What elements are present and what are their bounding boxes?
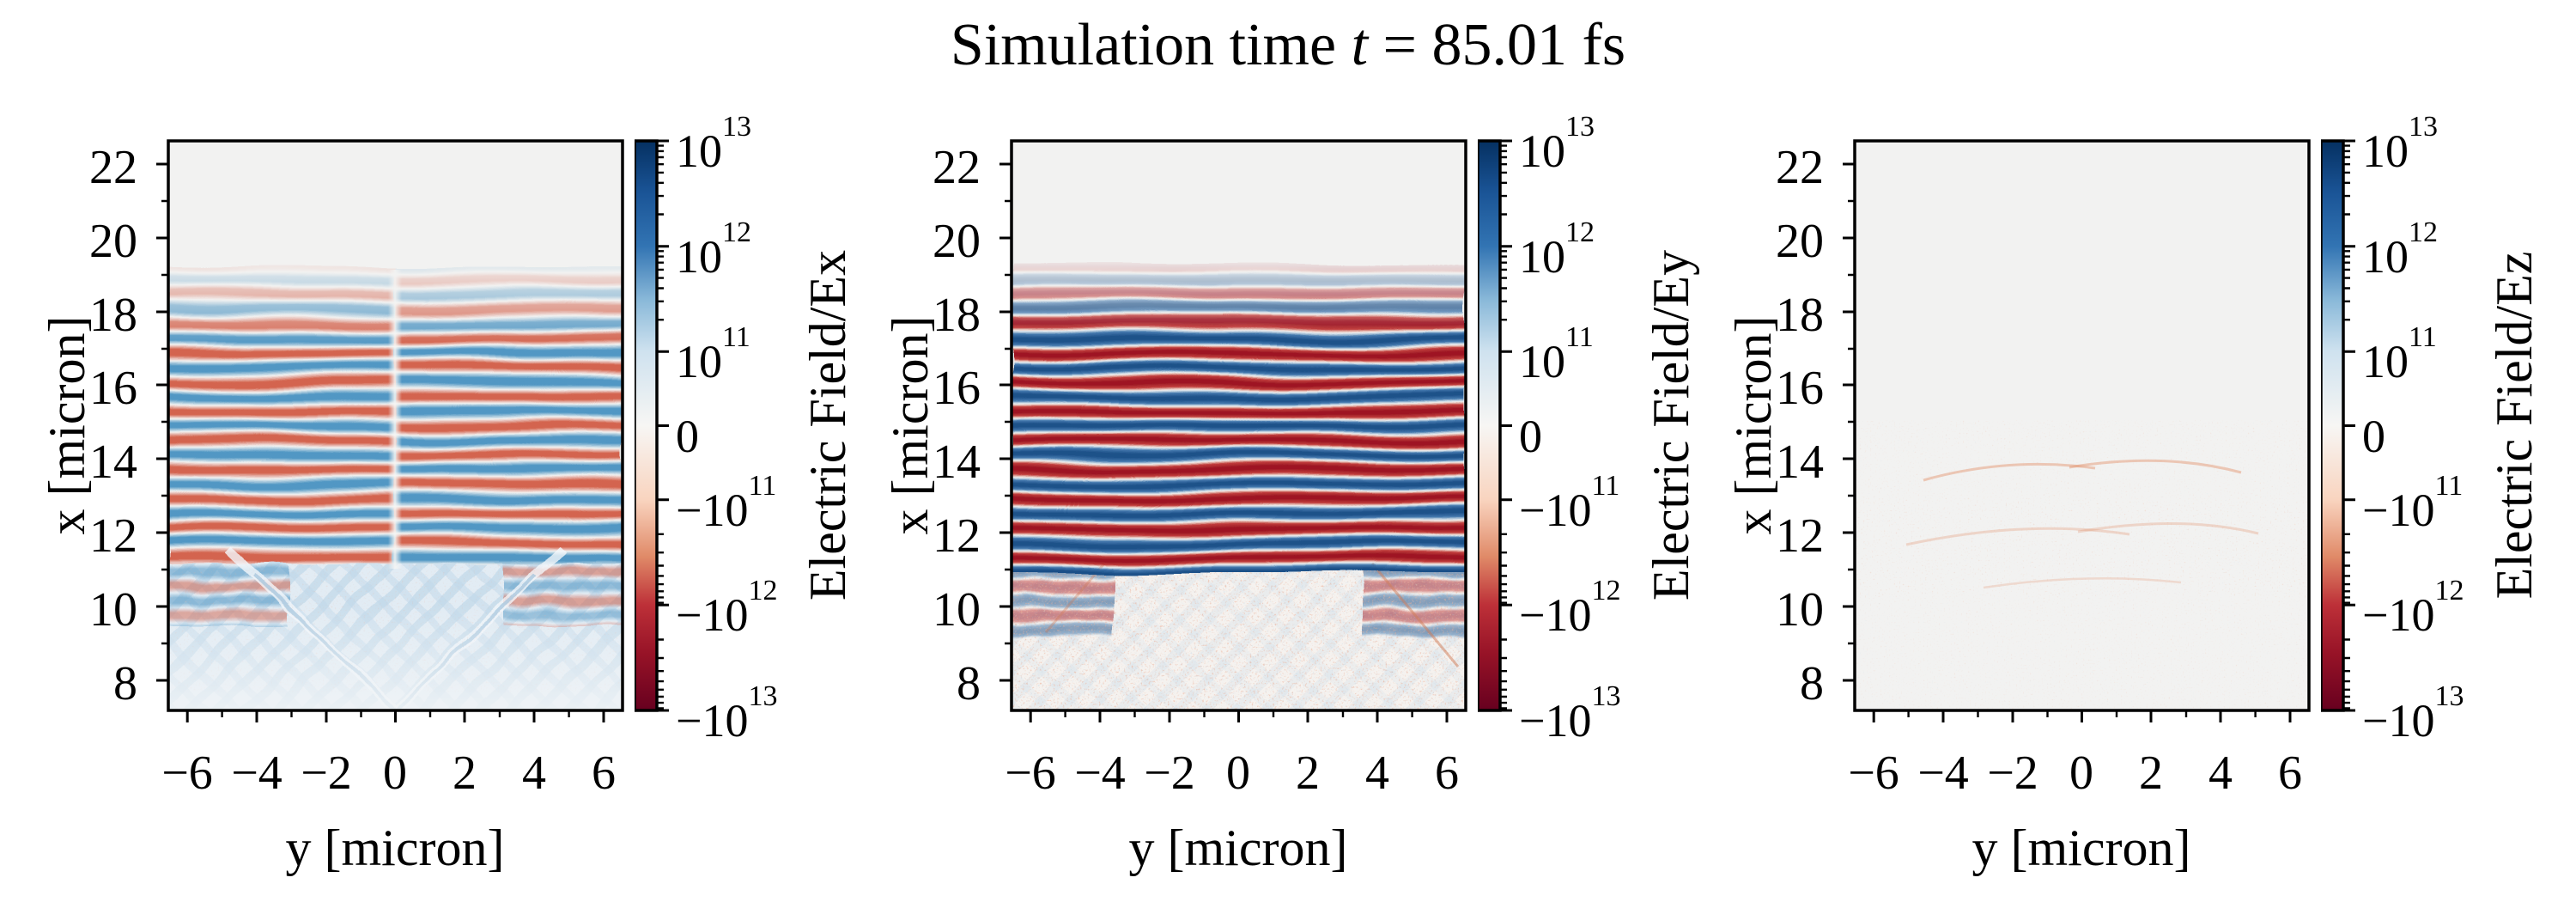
x-axis-tick-label: 2 bbox=[453, 747, 477, 800]
x-axis-tick-label: −4 bbox=[1074, 747, 1126, 800]
colorbar-tick-label: 0 bbox=[676, 411, 699, 462]
colorbar-label-ez: Electric Field/Ez bbox=[2486, 251, 2543, 600]
y-axis-tick-label: 8 bbox=[113, 657, 137, 710]
colorbar-tick-label: 1011 bbox=[2362, 321, 2437, 387]
y-axis-tick-label: 16 bbox=[89, 362, 137, 415]
y-axis-tick-label: 8 bbox=[1800, 657, 1824, 710]
y-axis-tick-label: 16 bbox=[1776, 362, 1824, 415]
y-axis-tick-label: 8 bbox=[957, 657, 981, 710]
y-axis-tick-label: 22 bbox=[933, 141, 981, 194]
x-axis-tick-label: 0 bbox=[1226, 747, 1250, 800]
y-axis-tick-label: 10 bbox=[1776, 583, 1824, 637]
x-axis-tick-label: 4 bbox=[522, 747, 546, 800]
y-axis-tick-label: 14 bbox=[1776, 436, 1824, 489]
x-axis-tick-label: −6 bbox=[1005, 747, 1056, 800]
title-time-variable: t bbox=[1351, 12, 1369, 78]
y-axis-tick-label: 12 bbox=[1776, 509, 1824, 563]
colorbar-tick-label: 1013 bbox=[2362, 111, 2439, 177]
colorbar-tick-label: −1013 bbox=[676, 680, 778, 747]
x-axis-tick-label: 2 bbox=[1296, 747, 1320, 800]
colorbar-tick-label: 1012 bbox=[1519, 216, 1595, 283]
title-suffix: = 85.01 fs bbox=[1368, 12, 1626, 78]
colorbar-tick-label: −1011 bbox=[676, 470, 777, 536]
x-axis-tick-label: 0 bbox=[383, 747, 407, 800]
colorbar-tick-label: −1013 bbox=[1519, 680, 1621, 747]
heatmap-ez bbox=[1843, 139, 2311, 722]
y-axis-tick-label: 10 bbox=[89, 583, 137, 637]
y-axis-tick-label: 16 bbox=[933, 362, 981, 415]
colorbar-tick-label: −1012 bbox=[676, 575, 778, 641]
colorbar-label-ex: Electric Field/Ex bbox=[799, 249, 856, 601]
x-axis-tick-label: 6 bbox=[2278, 747, 2302, 800]
y-axis-label: x [micron] bbox=[39, 315, 95, 535]
colorbar-tick-label: 1011 bbox=[676, 321, 750, 387]
colorbar-ex bbox=[635, 139, 669, 712]
colorbar-tick-label: 1012 bbox=[676, 216, 752, 283]
colorbar-tick-label: 1011 bbox=[1519, 321, 1594, 387]
y-axis-tick-label: 14 bbox=[89, 436, 137, 489]
x-axis-tick-label: −2 bbox=[301, 747, 352, 800]
colorbar-tick-label: −1013 bbox=[2362, 680, 2464, 747]
y-axis-label: x [micron] bbox=[1725, 315, 1782, 535]
colorbar-tick-label: −1011 bbox=[1519, 470, 1620, 536]
heatmap-ex bbox=[156, 139, 624, 722]
y-axis-tick-label: 12 bbox=[89, 509, 137, 563]
y-axis-tick-label: 20 bbox=[89, 215, 137, 268]
y-axis-tick-label: 22 bbox=[1776, 141, 1824, 194]
x-axis-tick-label: 0 bbox=[2069, 747, 2093, 800]
y-axis-label: x [micron] bbox=[882, 315, 939, 535]
x-axis-tick-label: −6 bbox=[161, 747, 213, 800]
x-axis-tick-label: −4 bbox=[231, 747, 283, 800]
y-axis-tick-label: 12 bbox=[933, 509, 981, 563]
colorbar-tick-label: 0 bbox=[2362, 411, 2385, 462]
figure-title: Simulation time t = 85.01 fs bbox=[0, 14, 2576, 77]
x-axis-label: y [micron] bbox=[1128, 820, 1348, 876]
x-axis-tick-label: −2 bbox=[1144, 747, 1195, 800]
x-axis-tick-label: 6 bbox=[592, 747, 616, 800]
colorbar-label-ey: Electric Field/Ey bbox=[1643, 249, 1699, 601]
y-axis-tick-label: 18 bbox=[1776, 289, 1824, 342]
x-axis-tick-label: 4 bbox=[1365, 747, 1389, 800]
x-axis-tick-label: 4 bbox=[2208, 747, 2233, 800]
y-axis-tick-label: 22 bbox=[89, 141, 137, 194]
y-axis-tick-label: 10 bbox=[933, 583, 981, 637]
colorbar-tick-label: −1012 bbox=[1519, 575, 1621, 641]
colorbar-tick-label: −1012 bbox=[2362, 575, 2464, 641]
colorbar-tick-label: 1012 bbox=[2362, 216, 2439, 283]
colorbar-tick-label: −1011 bbox=[2362, 470, 2464, 536]
colorbar-tick-label: 0 bbox=[1519, 411, 1542, 462]
x-axis-tick-label: 6 bbox=[1435, 747, 1459, 800]
y-axis-tick-label: 20 bbox=[933, 215, 981, 268]
x-axis-tick-label: −6 bbox=[1848, 747, 1899, 800]
colorbar-tick-label: 1013 bbox=[676, 111, 752, 177]
colorbar-ez bbox=[2321, 139, 2355, 712]
colorbar-tick-label: 1013 bbox=[1519, 111, 1595, 177]
heatmap-ey bbox=[999, 139, 1467, 722]
x-axis-tick-label: −4 bbox=[1917, 747, 1969, 800]
x-axis-tick-label: −2 bbox=[1987, 747, 2038, 800]
x-axis-label: y [micron] bbox=[1971, 820, 2191, 876]
y-axis-tick-label: 14 bbox=[933, 436, 981, 489]
colorbar-ey bbox=[1478, 139, 1512, 712]
y-axis-tick-label: 20 bbox=[1776, 215, 1824, 268]
title-prefix: Simulation time bbox=[950, 12, 1352, 78]
y-axis-tick-label: 18 bbox=[89, 289, 137, 342]
x-axis-label: y [micron] bbox=[285, 820, 505, 876]
y-axis-tick-label: 18 bbox=[933, 289, 981, 342]
x-axis-tick-label: 2 bbox=[2139, 747, 2163, 800]
